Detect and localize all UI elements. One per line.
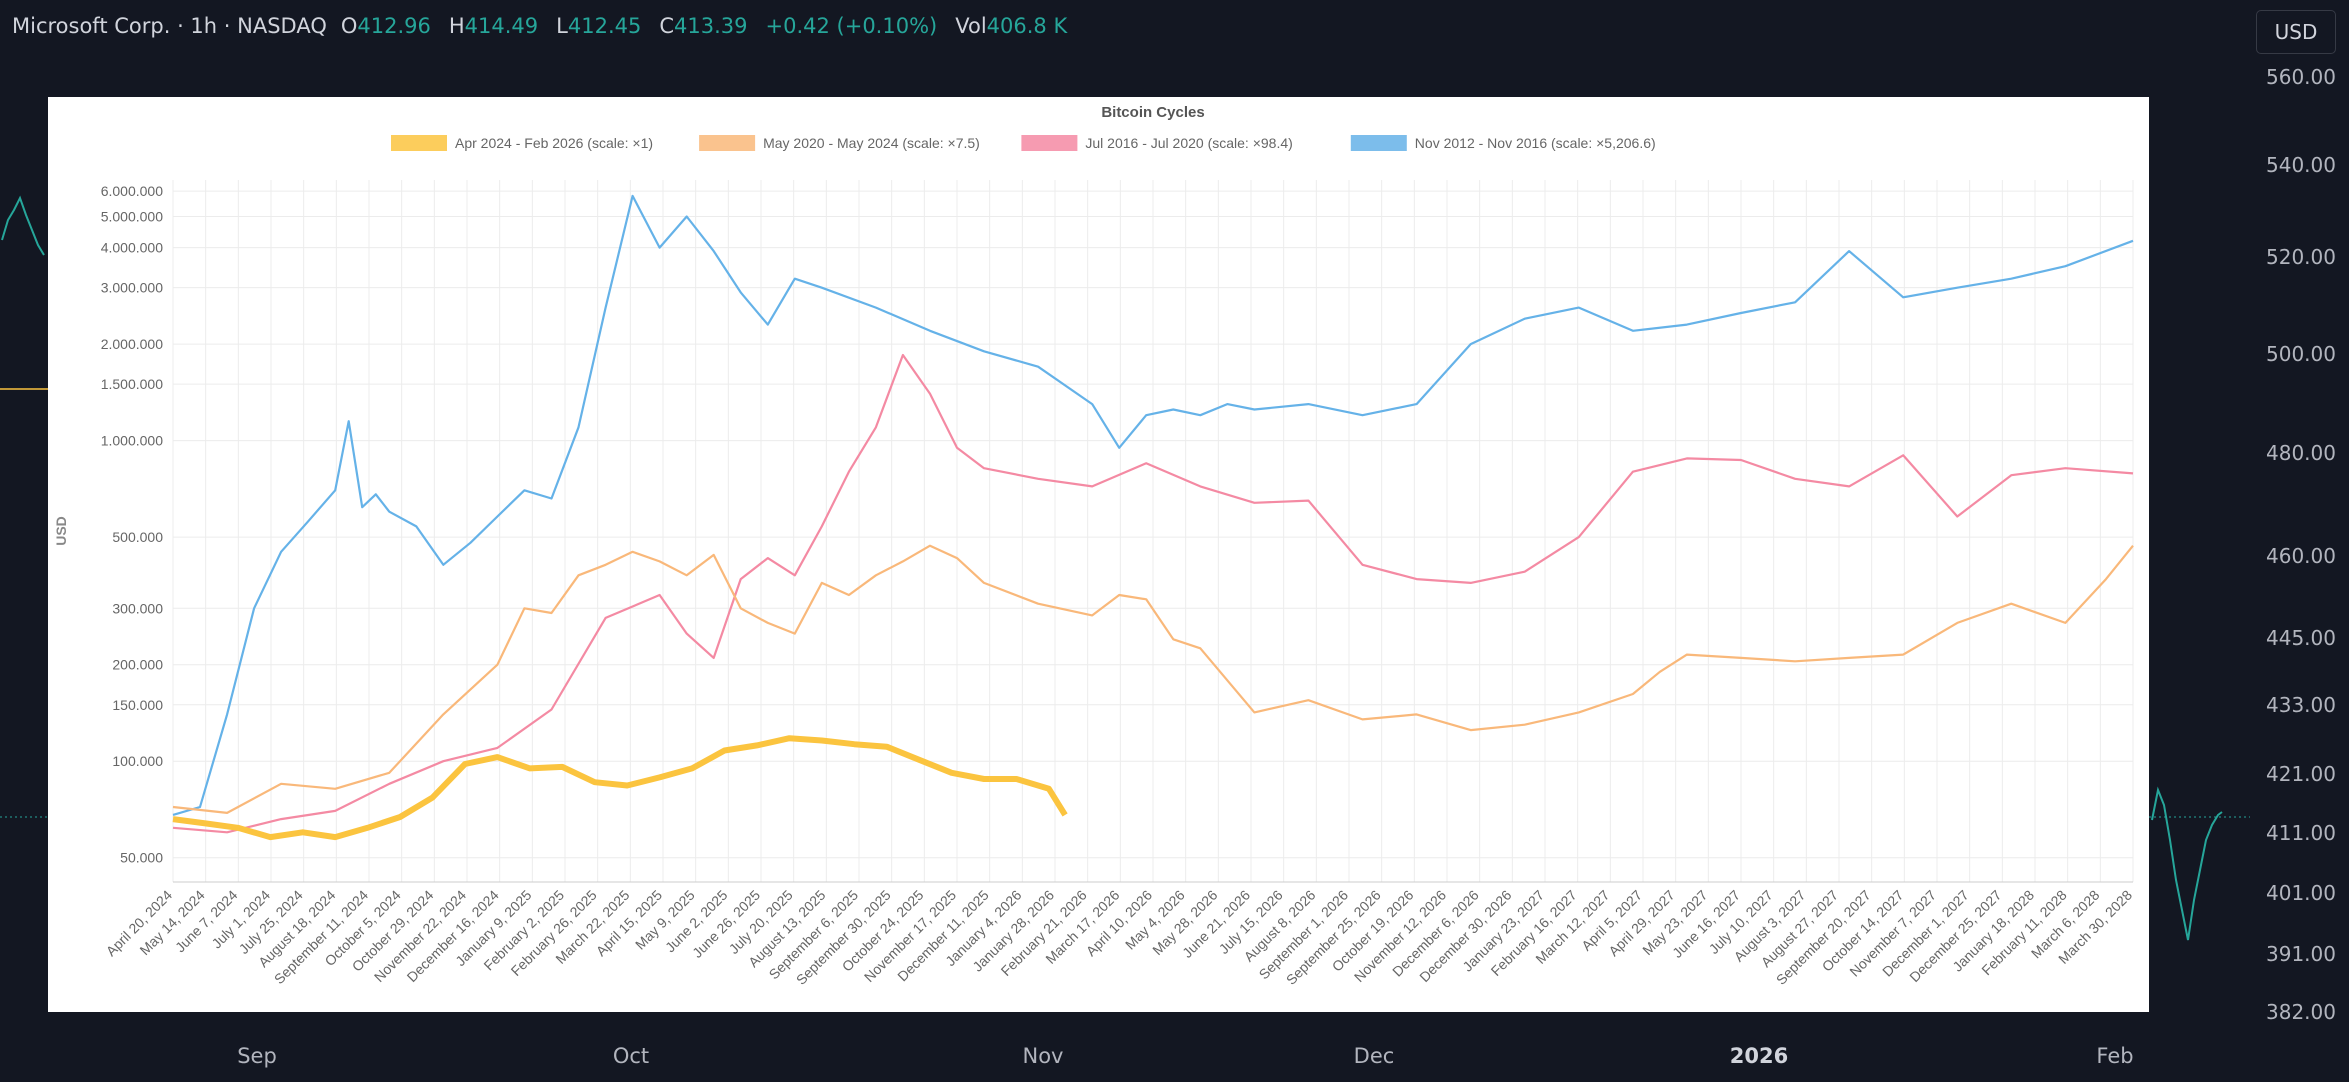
cycles-chart-svg: Bitcoin Cycles Apr 2024 - Feb 2026 (scale… (53, 104, 2135, 988)
series-line (172, 735, 1068, 841)
price-axis-label: 480.00 (2266, 441, 2336, 465)
y-tick-label: 300.000 (112, 600, 163, 616)
legend-label: Jul 2016 - Jul 2020 (scale: ×98.4) (1085, 135, 1292, 151)
time-axis-label: Feb (2096, 1044, 2134, 1068)
close-value: 413.39 (674, 14, 748, 38)
y-tick-label: 100.000 (112, 753, 163, 769)
series-line (172, 353, 2134, 834)
y-tick-label: 50.000 (120, 850, 163, 866)
price-axis-label: 500.00 (2266, 342, 2336, 366)
currency-button[interactable]: USD (2256, 10, 2336, 54)
legend-swatch (1350, 135, 1407, 151)
y-tick-label: 200.000 (112, 657, 163, 673)
legend-label: Nov 2012 - Nov 2016 (scale: ×5,206.6) (1415, 135, 1656, 151)
series-line (172, 194, 2134, 816)
time-axis-label: Sep (237, 1044, 277, 1068)
volume-value: 406.8 K (986, 14, 1068, 38)
bitcoin-cycles-chart: Bitcoin Cycles Apr 2024 - Feb 2026 (scale… (48, 97, 2149, 1012)
price-axis-label: 560.00 (2266, 65, 2336, 89)
y-tick-label: 2.000.000 (101, 336, 163, 352)
low-value: 412.45 (567, 14, 642, 38)
y-tick-label: 5.000.000 (101, 209, 163, 225)
legend-swatch (699, 135, 756, 151)
open-label: O (340, 14, 358, 38)
price-axis-label: 391.00 (2266, 942, 2336, 966)
y-tick-label: 150.000 (112, 697, 163, 713)
price-axis-label: 411.00 (2266, 821, 2336, 845)
volume-label: Vol (955, 14, 987, 38)
price-axis-label: 460.00 (2266, 544, 2336, 568)
high-label: H (448, 14, 465, 38)
low-label: L (556, 14, 568, 38)
legend-label: Apr 2024 - Feb 2026 (scale: ×1) (455, 135, 653, 151)
price-axis-label: 445.00 (2266, 626, 2336, 650)
y-tick-label: 1.000.000 (101, 433, 163, 449)
price-axis-label: 401.00 (2266, 881, 2336, 905)
change-value: +0.42 (+0.10%) (765, 14, 938, 38)
y-tick-label: 3.000.000 (101, 280, 163, 296)
y-tick-label: 4.000.000 (101, 240, 163, 256)
series-line (172, 544, 2134, 815)
open-value: 412.96 (357, 14, 431, 38)
price-axis-label: 520.00 (2266, 245, 2336, 269)
time-axis-label: Oct (612, 1044, 650, 1068)
y-tick-label: 500.000 (112, 529, 163, 545)
time-axis-label: Nov (1022, 1044, 1064, 1068)
price-axis-label: 433.00 (2266, 693, 2336, 717)
price-candles-left (1, 195, 45, 256)
y-tick-label: 6.000.000 (101, 183, 163, 199)
y-tick-label: 1.500.000 (101, 376, 163, 392)
time-axis-label: 2026 (1729, 1044, 1789, 1068)
legend-label: May 2020 - May 2024 (scale: ×7.5) (763, 135, 980, 151)
price-axis-label: 382.00 (2266, 1000, 2336, 1024)
legend-swatch (1021, 135, 1078, 151)
legend-swatch (391, 135, 447, 151)
price-candles-right (2151, 786, 2223, 941)
price-axis-label: 421.00 (2266, 762, 2336, 786)
price-axis-label: 540.00 (2266, 153, 2336, 177)
y-axis-title: USD (53, 516, 69, 546)
high-value: 414.49 (464, 14, 539, 38)
close-label: C (659, 14, 675, 38)
symbol-title[interactable]: Microsoft Corp. · 1h · NASDAQ (12, 14, 327, 38)
time-axis-label: Dec (1353, 1044, 1395, 1068)
chart-title: Bitcoin Cycles (1101, 104, 1204, 121)
